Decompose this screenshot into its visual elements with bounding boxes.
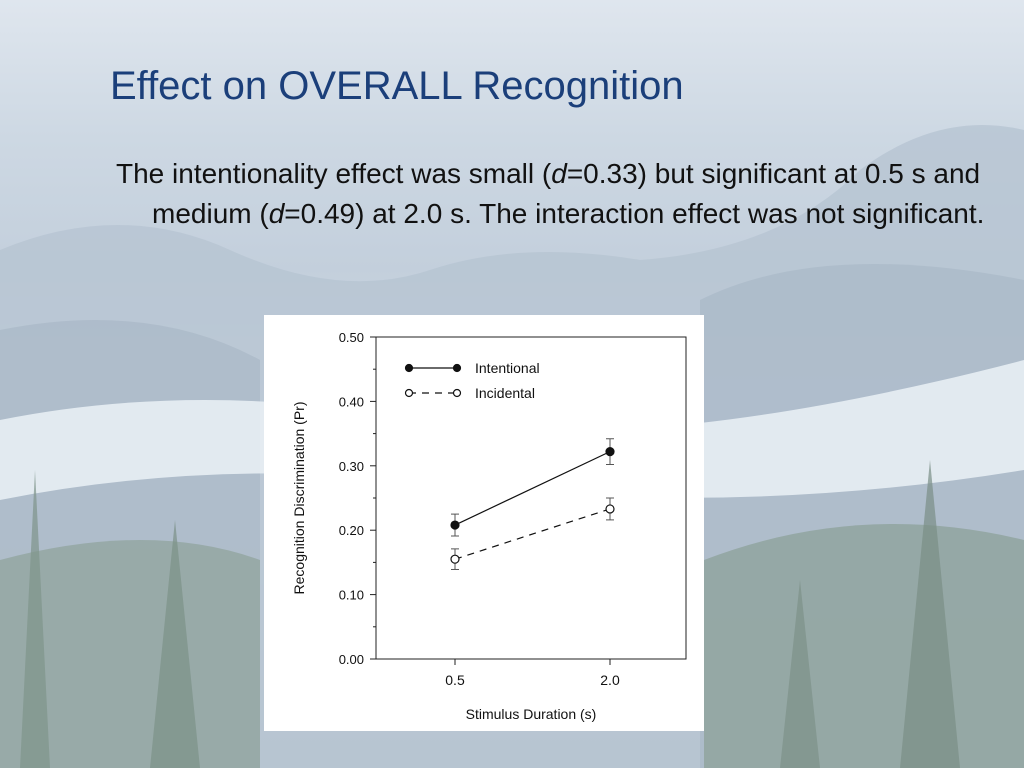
x-tick-label: 2.0 bbox=[600, 672, 620, 688]
cohens-d-symbol: d bbox=[268, 198, 285, 229]
series-line-intentional bbox=[454, 451, 611, 526]
body-text-part-3: =0.49) at 2.0 s. The interaction effect … bbox=[284, 198, 985, 229]
y-tick-label: 0.00 bbox=[339, 652, 364, 667]
line-chart: 0.00 0.10 0.20 0.30 0.40 0.50 0.5 2.0 Stimulus D… bbox=[291, 330, 687, 722]
x-tick-label: 0.5 bbox=[445, 672, 465, 688]
series-line-incidental bbox=[454, 508, 611, 560]
data-point-incidental bbox=[605, 504, 615, 514]
y-tick-label: 0.20 bbox=[339, 523, 364, 538]
y-tick-label: 0.40 bbox=[339, 394, 364, 409]
legend-marker bbox=[452, 388, 462, 398]
legend-label: Intentional bbox=[475, 360, 540, 376]
y-tick-label: 0.10 bbox=[339, 588, 364, 603]
data-point-intentional bbox=[605, 447, 615, 457]
body-text-part-1: The intentionality effect was small ( bbox=[116, 158, 552, 189]
legend-marker bbox=[404, 388, 414, 398]
x-axis-label: Stimulus Duration (s) bbox=[466, 706, 597, 722]
cohens-d-symbol: d bbox=[551, 158, 567, 189]
y-axis-label: Recognition Discrimination (Pr) bbox=[291, 402, 307, 595]
slide-body-text: The intentionality effect was small (d=0… bbox=[116, 154, 1024, 234]
legend-marker bbox=[452, 363, 462, 373]
legend-marker bbox=[404, 363, 414, 373]
slide-title: Effect on OVERALL Recognition bbox=[110, 64, 684, 108]
data-point-incidental bbox=[450, 554, 460, 564]
y-tick-label: 0.30 bbox=[339, 459, 364, 474]
data-point-intentional bbox=[450, 520, 460, 530]
chart-panel: 0.00 0.10 0.20 0.30 0.40 0.50 0.5 2.0 Stimulus D… bbox=[264, 315, 704, 731]
legend-label: Incidental bbox=[475, 385, 535, 401]
y-tick-label: 0.50 bbox=[339, 330, 364, 345]
body-text-part-2: =0.33) but significant at 0.5 s and medi… bbox=[152, 158, 981, 229]
